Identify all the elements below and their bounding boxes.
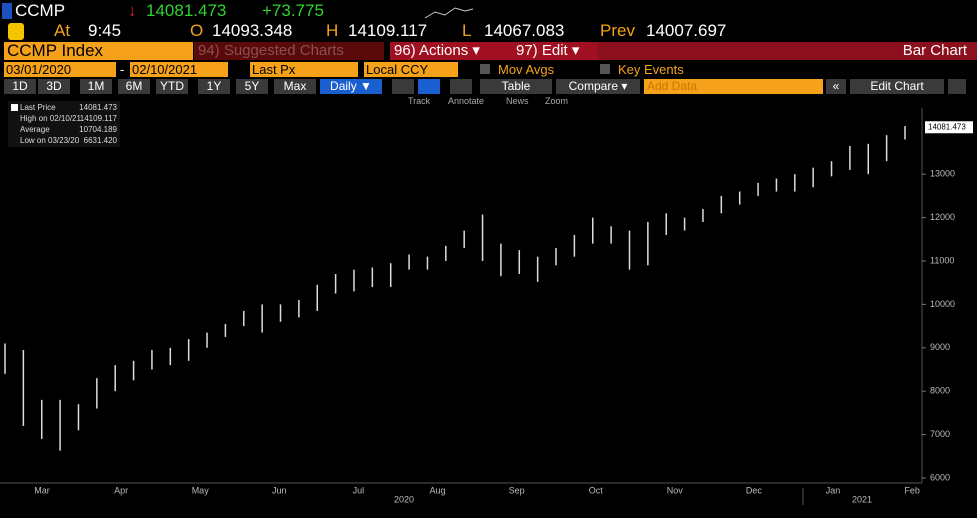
high-label: H bbox=[326, 21, 339, 40]
edit-chart-button[interactable]: Edit Chart bbox=[850, 79, 944, 94]
ticker-icon bbox=[2, 3, 12, 19]
low: 14067.083 bbox=[484, 21, 565, 40]
date-separator: - bbox=[120, 62, 125, 77]
actions-menu[interactable]: 96) Actions ▾ bbox=[390, 42, 512, 60]
ticker: CCMP bbox=[15, 1, 66, 20]
range-button[interactable]: YTD bbox=[156, 79, 188, 94]
add-data-input[interactable]: Add Data bbox=[644, 79, 823, 94]
month-label: Sep bbox=[509, 485, 525, 495]
legend-value: 14109.117 bbox=[79, 114, 117, 123]
y-tick-label: 10000 bbox=[930, 299, 955, 309]
compare-button[interactable]: Compare ▾ bbox=[556, 79, 640, 94]
range-button[interactable]: 3D bbox=[38, 79, 70, 94]
last-price-box bbox=[925, 121, 973, 134]
y-tick-label: 7000 bbox=[930, 429, 950, 439]
suggested-charts[interactable]: 94) Suggested Charts bbox=[194, 42, 384, 60]
range-button[interactable]: Max bbox=[274, 79, 316, 94]
legend: Last Price 14081.473 High on 02/10/21 14109… bbox=[8, 101, 120, 147]
month-label: Nov bbox=[667, 485, 684, 495]
month-label: Mar bbox=[34, 485, 50, 495]
legend-label: Average bbox=[20, 125, 50, 134]
prev-label: Prev bbox=[600, 21, 635, 40]
month-label: Apr bbox=[114, 485, 128, 495]
legend-value: 10704.189 bbox=[79, 125, 117, 134]
clock-icon bbox=[8, 23, 24, 40]
table-button[interactable]: Table bbox=[480, 79, 552, 94]
time: 9:45 bbox=[88, 21, 122, 40]
legend-label: High on 02/10/21 bbox=[20, 114, 81, 123]
y-tick-label: 8000 bbox=[930, 386, 950, 396]
legend-value: 14081.473 bbox=[79, 103, 117, 112]
security-input[interactable]: CCMP Index bbox=[4, 42, 193, 60]
key-events: Key Events bbox=[618, 62, 684, 77]
currency-select[interactable]: Local CCY bbox=[364, 62, 458, 77]
prev: 14007.697 bbox=[646, 21, 727, 40]
down-arrow: ↓ bbox=[128, 1, 137, 20]
legend-label: Low on 03/23/20 bbox=[20, 136, 80, 145]
edit-menu[interactable]: 97) Edit ▾ bbox=[512, 42, 598, 60]
legend-value: 6631.420 bbox=[83, 136, 117, 145]
y-tick-label: 13000 bbox=[930, 169, 955, 179]
y-tick-label: 6000 bbox=[930, 472, 950, 482]
range-button[interactable]: 1Y bbox=[198, 79, 230, 94]
high: 14109.117 bbox=[348, 21, 428, 40]
tool[interactable]: Annotate bbox=[448, 96, 485, 106]
last-price-label: 14081.473 bbox=[928, 122, 966, 131]
change: +73.775 bbox=[262, 1, 324, 20]
collapse-button[interactable]: « bbox=[826, 79, 846, 94]
settings-button[interactable] bbox=[948, 79, 966, 94]
field-select[interactable]: Last Px bbox=[250, 62, 358, 77]
month-label: Oct bbox=[589, 485, 604, 495]
start-date[interactable]: 03/01/2020 bbox=[4, 62, 116, 77]
legend-label: Last Price bbox=[20, 103, 56, 112]
y-tick-label: 11000 bbox=[930, 255, 954, 265]
y-tick-label: 9000 bbox=[930, 342, 950, 352]
year-label: 2020 bbox=[394, 494, 414, 504]
tool[interactable]: News bbox=[506, 96, 529, 106]
month-label: Dec bbox=[746, 485, 763, 495]
period-select[interactable]: Daily ▼ bbox=[320, 79, 382, 94]
range-button[interactable]: 1M bbox=[80, 79, 112, 94]
open: 14093.348 bbox=[212, 21, 293, 40]
month-label: Feb bbox=[904, 485, 920, 495]
open-label: O bbox=[190, 21, 204, 40]
year-label: 2021 bbox=[852, 494, 872, 504]
last: 14081.473 bbox=[146, 1, 227, 20]
more-icon[interactable] bbox=[450, 79, 472, 94]
y-tick-label: 12000 bbox=[930, 212, 955, 222]
chart-type: Bar Chart bbox=[598, 42, 977, 60]
end-date[interactable]: 02/10/2021 bbox=[130, 62, 228, 77]
month-label: Aug bbox=[429, 485, 445, 495]
tool[interactable]: Track bbox=[408, 96, 431, 106]
time-label: At bbox=[54, 21, 71, 40]
low-label: L bbox=[462, 21, 472, 40]
sparkline bbox=[424, 7, 474, 19]
range-button[interactable]: 6M bbox=[118, 79, 150, 94]
mov-avgs: Mov Avgs bbox=[498, 62, 555, 77]
month-label: Jun bbox=[272, 485, 287, 495]
tool[interactable]: Zoom bbox=[545, 96, 569, 106]
legend-swatch bbox=[11, 104, 18, 111]
mov-avgs-checkbox[interactable] bbox=[480, 64, 490, 74]
month-label: Jul bbox=[353, 485, 365, 495]
range-button[interactable]: 5Y bbox=[236, 79, 268, 94]
month-label: Jan bbox=[826, 485, 841, 495]
bar-icon[interactable] bbox=[418, 79, 440, 94]
key-events-checkbox[interactable] bbox=[600, 64, 610, 74]
range-button[interactable]: 1D bbox=[4, 79, 36, 94]
month-label: May bbox=[192, 485, 210, 495]
line-icon[interactable] bbox=[392, 79, 414, 94]
